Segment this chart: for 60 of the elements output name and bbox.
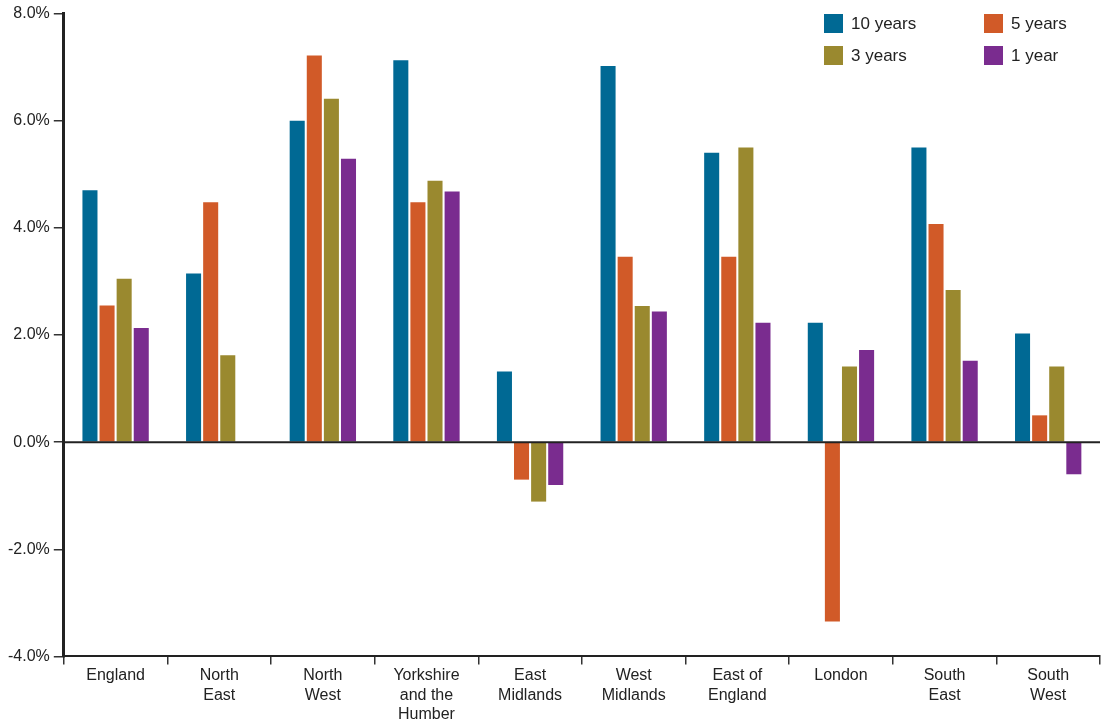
y-tick-label: 8.0% bbox=[13, 4, 50, 22]
y-tick-label: -4.0% bbox=[8, 646, 50, 664]
bar bbox=[928, 224, 944, 442]
x-tick-label: England bbox=[86, 666, 145, 684]
bar bbox=[323, 98, 339, 442]
y-tick-label: 4.0% bbox=[13, 218, 50, 236]
x-tick-label: North West bbox=[303, 666, 343, 703]
bar bbox=[496, 371, 512, 442]
x-tick-label: West Midlands bbox=[601, 666, 666, 703]
bar bbox=[807, 322, 823, 442]
bar bbox=[548, 442, 564, 485]
bar bbox=[82, 190, 98, 442]
bar bbox=[721, 256, 737, 442]
bar bbox=[531, 442, 547, 502]
bar bbox=[99, 305, 115, 442]
bar bbox=[755, 322, 771, 442]
y-tick-label: 2.0% bbox=[13, 325, 50, 343]
x-tick-label: South West bbox=[1027, 666, 1070, 703]
bar bbox=[186, 273, 202, 442]
legend-label: 5 years bbox=[1011, 13, 1067, 34]
bar bbox=[220, 355, 236, 442]
bar bbox=[410, 202, 426, 442]
bar bbox=[1015, 333, 1031, 442]
bar bbox=[133, 328, 149, 442]
bar bbox=[824, 442, 840, 622]
bar bbox=[859, 350, 875, 442]
bar bbox=[340, 158, 357, 442]
legend-label: 1 year bbox=[1011, 45, 1059, 66]
bar bbox=[116, 278, 132, 442]
bar bbox=[1032, 415, 1048, 442]
bar bbox=[203, 202, 219, 442]
legend-label: 3 years bbox=[851, 45, 907, 66]
legend-label: 10 years bbox=[851, 13, 917, 34]
bar bbox=[306, 55, 322, 442]
bar bbox=[514, 442, 530, 480]
x-tick-label: London bbox=[814, 666, 868, 684]
bar bbox=[1066, 442, 1082, 475]
bar bbox=[444, 191, 460, 442]
bar bbox=[911, 147, 927, 442]
x-tick-label: East Midlands bbox=[498, 666, 563, 703]
y-tick-label: 6.0% bbox=[13, 111, 50, 129]
bar bbox=[427, 180, 443, 442]
bar bbox=[289, 120, 305, 442]
bar bbox=[393, 60, 409, 442]
bar bbox=[704, 152, 720, 442]
y-tick-label: -2.0% bbox=[8, 539, 50, 557]
bar bbox=[841, 366, 858, 442]
bar bbox=[1049, 366, 1065, 442]
bar bbox=[738, 147, 754, 442]
y-tick-label: 0.0% bbox=[13, 432, 50, 450]
bar bbox=[634, 306, 650, 442]
bar bbox=[651, 311, 667, 442]
x-tick-label: South East bbox=[923, 666, 966, 703]
x-tick-label: East of England bbox=[707, 666, 767, 703]
bar bbox=[962, 360, 978, 442]
bar bbox=[945, 290, 961, 442]
x-tick-label: Yorkshire and the Humber bbox=[393, 666, 460, 722]
bar bbox=[617, 256, 633, 442]
bar bbox=[600, 66, 616, 442]
x-tick-label: North East bbox=[199, 666, 239, 703]
